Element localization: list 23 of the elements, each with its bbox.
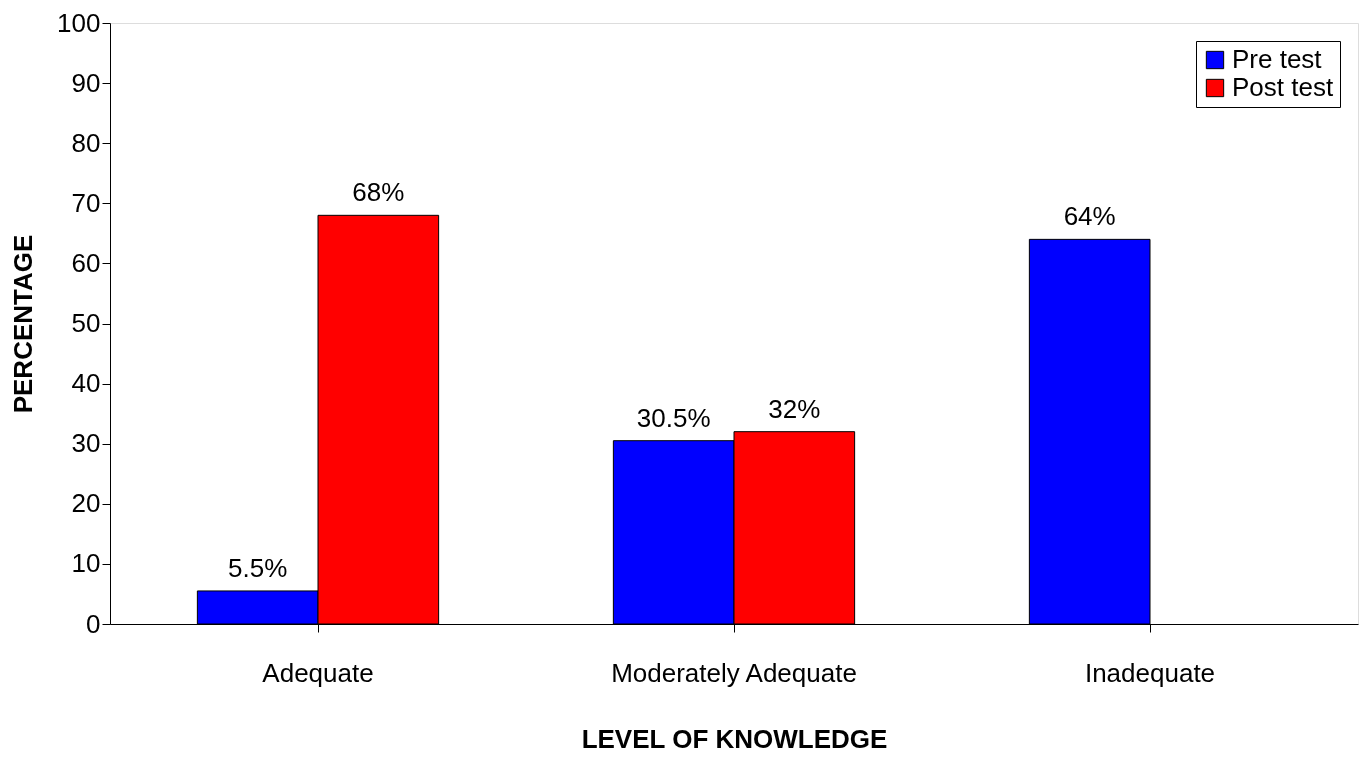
y-tick-label: 60 — [71, 247, 101, 278]
x-axis-title: LEVEL OF KNOWLEDGE — [581, 723, 888, 754]
x-tick-label: Moderately Adequate — [611, 657, 857, 688]
data-label: 30.5% — [636, 402, 711, 433]
y-tick-label: 80 — [71, 127, 101, 158]
data-label: 64% — [1063, 201, 1116, 232]
data-label: 68% — [352, 177, 405, 208]
y-tick-label: 100 — [57, 7, 101, 38]
x-tick-label: Inadequate — [1084, 657, 1216, 688]
y-tick-label: 90 — [71, 67, 101, 98]
data-label: 5.5% — [228, 552, 288, 583]
legend-label: Post test — [1232, 72, 1334, 102]
y-tick-label: 0 — [86, 608, 101, 639]
y-tick-label: 40 — [71, 368, 101, 399]
y-tick-label: 70 — [71, 187, 101, 218]
y-tick-label: 30 — [71, 428, 101, 459]
y-tick-label: 50 — [71, 308, 101, 338]
legend-label: Pre test — [1232, 44, 1323, 74]
data-label: 32% — [768, 393, 821, 424]
y-tick-label: 20 — [71, 488, 101, 519]
x-tick-label: Adequate — [262, 657, 374, 688]
y-tick-label: 10 — [71, 548, 101, 579]
y-axis-title: PERCENTAGE — [8, 234, 39, 414]
